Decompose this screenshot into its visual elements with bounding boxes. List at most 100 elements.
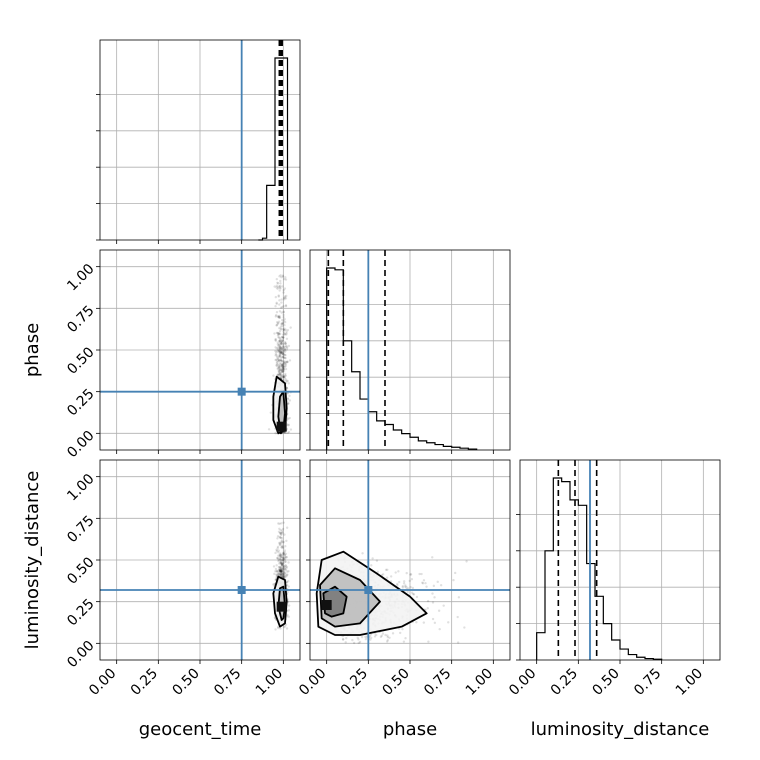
sample-point [278, 554, 282, 558]
sample-point [284, 564, 287, 567]
sample-point [284, 431, 287, 435]
sample-point [279, 566, 283, 569]
sample-point [279, 561, 282, 565]
sample-point [285, 555, 289, 559]
sample-point [386, 635, 390, 639]
sample-point [280, 536, 284, 540]
sample-point [281, 352, 285, 355]
sample-point [285, 583, 289, 587]
sample-point [431, 617, 435, 621]
sample-point [279, 347, 282, 350]
sample-point [279, 356, 283, 360]
sample-point [276, 363, 279, 366]
sample-point [282, 557, 285, 561]
sample-point [275, 277, 279, 281]
sample-point [283, 287, 287, 290]
sample-point [278, 310, 282, 313]
sample-point [275, 364, 278, 368]
sample-point [275, 573, 279, 576]
sample-point [277, 359, 281, 362]
sample-point [282, 375, 285, 379]
sample-point [280, 574, 284, 578]
sample-point [285, 337, 289, 340]
sample-point [274, 339, 278, 342]
sample-point [277, 350, 280, 354]
sample-point [277, 572, 280, 576]
sample-point [282, 349, 286, 352]
sample-point [285, 574, 289, 577]
sample-point [280, 276, 283, 279]
sample-point [342, 638, 345, 641]
sample-point [277, 373, 280, 377]
sample-point [288, 394, 291, 398]
sample-point [279, 543, 282, 546]
sample-point [284, 575, 287, 578]
sample-point [280, 573, 283, 576]
sample-point [422, 579, 426, 582]
sample-point [282, 365, 285, 368]
sample-point [280, 539, 284, 542]
sample-point [276, 366, 280, 369]
sample-point [351, 638, 354, 642]
xlabel-luminosity_distance: luminosity_distance [531, 719, 710, 740]
sample-point [280, 369, 284, 373]
sample-point [281, 553, 284, 557]
sample-point [287, 609, 291, 612]
sample-point [278, 569, 282, 572]
sample-point [279, 373, 283, 376]
sample-point [279, 556, 282, 559]
sample-point [278, 340, 281, 343]
sample-point [282, 327, 285, 331]
y-tick-label-3: 0.75 [64, 513, 97, 546]
sample-point [409, 585, 412, 589]
sample-point [280, 570, 283, 573]
sample-point [281, 336, 285, 339]
sample-point [275, 548, 278, 552]
sample-point [281, 568, 285, 571]
sample-point [370, 564, 373, 567]
sample-point [280, 368, 284, 371]
sample-point [281, 355, 285, 359]
sample-point [281, 562, 284, 566]
sample-point [364, 635, 367, 639]
sample-point [274, 570, 277, 573]
sample-point [277, 522, 280, 525]
sample-point [401, 584, 404, 588]
sample-point [281, 568, 284, 571]
x-tick-label-1: 0.25 [338, 666, 371, 699]
sample-point [281, 321, 285, 324]
hist-phase-ticks [306, 303, 494, 454]
sample-point [278, 570, 282, 573]
sample-point [283, 557, 287, 560]
sample-point [282, 556, 285, 559]
sample-point [280, 563, 283, 566]
sample-point [281, 529, 284, 532]
sample-point [282, 552, 285, 555]
sample-point [282, 564, 285, 567]
sample-point [277, 332, 280, 335]
y-tick-label-3: 0.75 [64, 303, 97, 336]
sample-point [426, 607, 429, 610]
sample-point [277, 345, 280, 348]
sample-point [282, 573, 285, 576]
sample-point [279, 570, 282, 573]
sample-point [278, 352, 282, 356]
sample-point [442, 604, 445, 607]
panel-phase_vs_geocent_time-truth-marker [237, 387, 246, 396]
sample-point [282, 305, 285, 308]
sample-point [278, 314, 281, 318]
sample-point [280, 339, 284, 342]
sample-point [282, 365, 285, 368]
sample-point [275, 350, 278, 354]
sample-point [281, 350, 284, 354]
sample-point [285, 575, 288, 578]
sample-point [283, 327, 286, 330]
sample-point [282, 330, 285, 333]
sample-point [285, 333, 288, 336]
sample-point [275, 355, 279, 359]
sample-point [282, 367, 285, 371]
sample-point [275, 323, 279, 327]
sample-point [277, 565, 281, 569]
sample-point [282, 361, 286, 364]
